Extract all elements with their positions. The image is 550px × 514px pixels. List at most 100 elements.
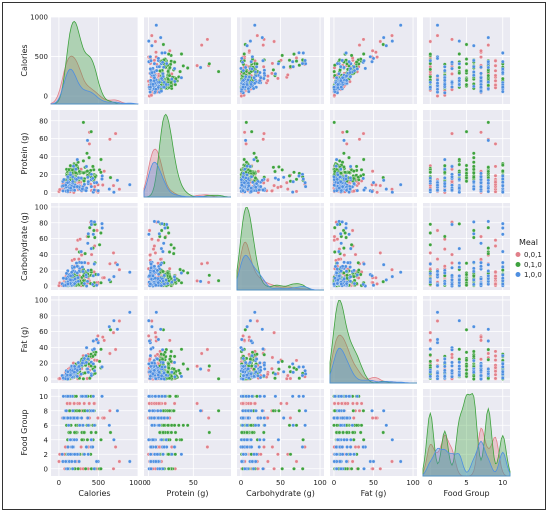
scatter-point — [300, 172, 305, 177]
scatter-point — [185, 367, 190, 371]
scatter-point — [195, 63, 199, 68]
scatter-point — [161, 249, 165, 254]
scatter-point — [370, 273, 374, 278]
scatter-point — [457, 172, 462, 177]
scatter-point — [457, 162, 462, 167]
scatter-point — [96, 340, 101, 345]
y-tick-label: 40 — [39, 153, 48, 161]
scatter-point — [153, 87, 158, 92]
scatter-point — [464, 57, 469, 61]
scatter-point — [65, 416, 70, 420]
scatter-point — [148, 253, 152, 257]
scatter-point — [375, 190, 379, 195]
scatter-point — [464, 350, 469, 355]
scatter-point — [86, 423, 91, 428]
scatter-point — [378, 183, 383, 188]
scatter-point — [435, 81, 440, 86]
scatter-point — [244, 160, 249, 165]
scatter-point — [89, 437, 94, 442]
scatter-point — [500, 183, 505, 188]
scatter-point — [92, 220, 97, 224]
scatter-point — [169, 84, 174, 88]
y-tick-label: 2 — [44, 451, 48, 459]
scatter-point — [361, 157, 366, 162]
y-tick-label: 100 — [35, 203, 48, 211]
scatter-point — [428, 280, 433, 285]
scatter-point — [76, 279, 81, 284]
scatter-point — [159, 373, 164, 378]
scatter-point — [500, 282, 505, 286]
scatter-point — [362, 188, 366, 192]
scatter-point — [284, 180, 289, 185]
scatter-point — [273, 176, 278, 180]
scatter-point — [198, 279, 203, 284]
scatter-point — [273, 372, 278, 376]
scatter-point — [169, 370, 174, 375]
scatter-point — [150, 237, 154, 242]
scatter-point — [276, 61, 281, 66]
scatter-point — [100, 335, 105, 339]
scatter-point — [294, 177, 299, 182]
scatter-point — [68, 452, 73, 457]
scatter-point — [112, 190, 116, 195]
y-tick-label: 60 — [39, 135, 48, 143]
scatter-point — [500, 85, 505, 90]
scatter-point — [442, 167, 447, 172]
scatter-point — [334, 75, 339, 80]
scatter-point — [261, 64, 266, 69]
scatter-point — [57, 187, 62, 192]
scatter-point — [82, 452, 87, 457]
scatter-point — [152, 61, 157, 66]
scatter-point — [493, 180, 498, 185]
scatter-point — [362, 262, 366, 266]
scatter-point — [428, 374, 433, 379]
scatter-point — [239, 56, 244, 61]
scatter-point — [450, 368, 454, 373]
scatter-point — [435, 371, 440, 375]
scatter-point — [72, 401, 77, 406]
scatter-point — [493, 189, 498, 194]
scatter-point — [86, 357, 91, 361]
scatter-point — [168, 357, 172, 362]
scatter-point — [342, 277, 347, 281]
scatter-point — [157, 445, 162, 449]
scatter-point — [85, 138, 90, 143]
scatter-point — [107, 324, 112, 329]
scatter-point — [108, 327, 113, 332]
scatter-point — [457, 157, 462, 162]
scatter-point — [205, 445, 210, 449]
scatter-point — [442, 374, 447, 379]
scatter-point — [97, 242, 102, 247]
scatter-point — [301, 51, 306, 55]
scatter-point — [81, 423, 85, 428]
scatter-point — [250, 180, 255, 185]
scatter-point — [82, 401, 87, 406]
scatter-point — [68, 186, 73, 190]
y-axis-label: Carbohydrate (g) — [20, 212, 29, 281]
scatter-point — [179, 280, 184, 285]
scatter-point — [100, 183, 105, 187]
scatter-point — [94, 283, 99, 288]
scatter-point — [244, 120, 249, 125]
panel-fat-vs-food_group — [423, 296, 510, 383]
scatter-point — [344, 142, 349, 146]
scatter-point — [500, 276, 505, 281]
scatter-point — [156, 272, 161, 277]
scatter-point — [198, 367, 203, 371]
scatter-point — [64, 271, 69, 276]
scatter-point — [442, 181, 447, 186]
scatter-point — [61, 276, 66, 281]
scatter-point — [85, 175, 90, 180]
scatter-point — [90, 445, 95, 449]
scatter-point — [91, 354, 95, 359]
scatter-point — [80, 394, 85, 399]
panel-protein-vs-food_group — [423, 110, 510, 197]
scatter-point — [493, 238, 498, 243]
scatter-point — [493, 164, 498, 169]
scatter-point — [464, 82, 469, 87]
scatter-point — [338, 64, 343, 69]
y-tick-label: 500 — [35, 53, 48, 61]
scatter-point — [343, 170, 347, 175]
scatter-point — [479, 130, 483, 135]
scatter-point — [500, 273, 505, 277]
